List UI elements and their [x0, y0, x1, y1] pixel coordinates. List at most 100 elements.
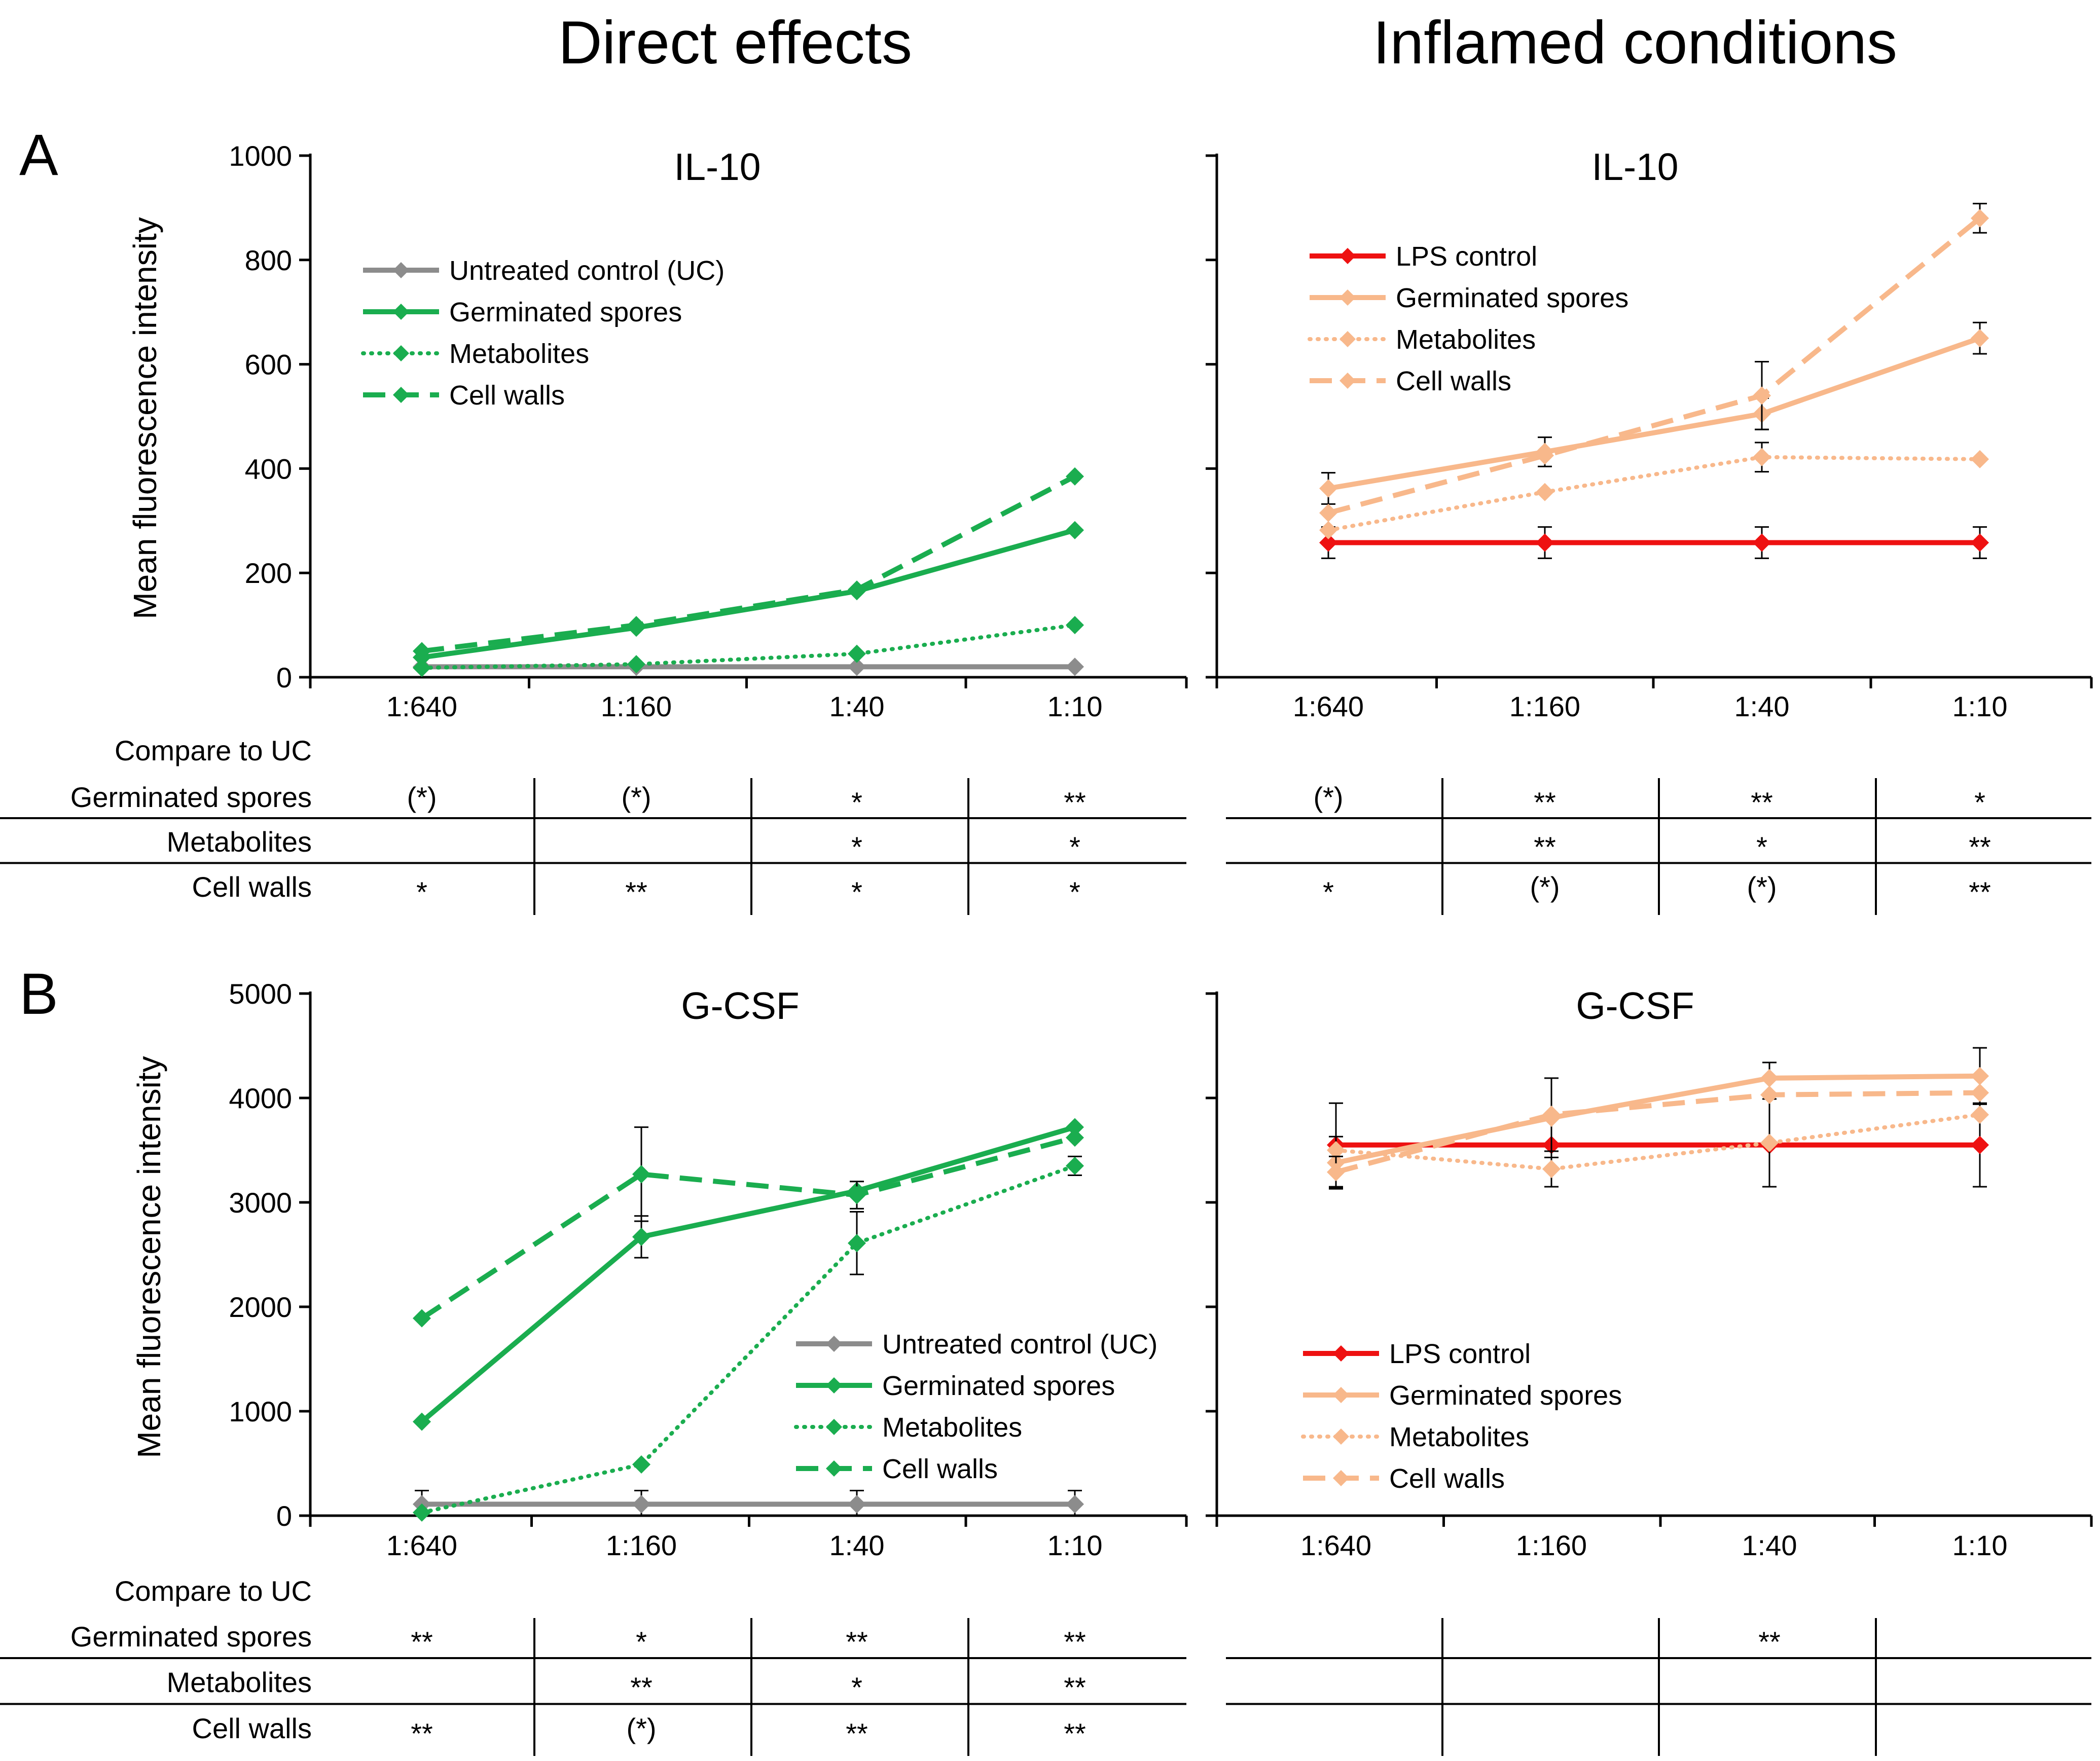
compare-to-uc-label: Compare to UC	[115, 1575, 312, 1607]
significance-mark: *	[1323, 876, 1334, 908]
legend-label-untreated-control-uc: Untreated control (UC)	[882, 1329, 1157, 1360]
series-line-cell-walls	[1335, 1090, 1980, 1175]
data-point-germinated-spores	[1066, 1118, 1084, 1136]
data-point-untreated-control-uc	[848, 657, 866, 676]
significance-mark: **	[1534, 831, 1556, 863]
data-point-metabolites	[1760, 1133, 1779, 1152]
data-point-cell-walls	[848, 1186, 866, 1204]
y-tick-label: 200	[245, 557, 292, 589]
x-tick-label: 1:160	[1509, 690, 1580, 722]
x-tick-label: 1:640	[1293, 690, 1364, 722]
data-point-cell-walls	[1319, 503, 1337, 522]
legend-marker-germinated-spores	[1333, 1387, 1349, 1403]
legend-marker-lps-control	[1333, 1345, 1349, 1362]
legend-label-cell-walls: Cell walls	[882, 1454, 998, 1484]
chart-title: G-CSF	[681, 984, 799, 1027]
data-point-cell-walls	[1536, 446, 1554, 465]
legend-label-metabolites: Metabolites	[882, 1412, 1022, 1443]
legend-marker-cell-walls	[826, 1460, 842, 1477]
data-point-lps-control	[1971, 533, 1989, 552]
chart-il10-inflamed: IL-10 1:640 1:160 1:40 1:10 LPS control Germ…	[1206, 145, 2093, 915]
legend-label-metabolites: Metabolites	[449, 339, 589, 369]
chart-gcsf-direct: B G-CSF Mean fluorescence intensity Comp…	[0, 962, 1188, 1756]
legend: Untreated control (UC) Germinated spores M…	[794, 1329, 1157, 1484]
data-point-germinated-spores	[1971, 329, 1989, 348]
y-axis-label: Mean fluorescence intensity	[127, 217, 163, 619]
legend-label-cell-walls: Cell walls	[1389, 1463, 1505, 1494]
x-tick-label: 1:160	[1516, 1529, 1587, 1561]
significance-table	[0, 1618, 1186, 1756]
series-line-germinated-spores	[420, 1124, 1076, 1424]
data-point-cell-walls	[413, 642, 431, 661]
legend-marker-germinated-spores	[393, 304, 409, 320]
significance-mark: *	[416, 876, 427, 908]
series-line-cell-walls	[420, 1135, 1076, 1320]
y-tick-label: 600	[245, 349, 292, 381]
series-line-metabolites	[420, 623, 1077, 670]
legend-label-lps-control: LPS control	[1389, 1339, 1531, 1369]
data-point-cell-walls	[1066, 1128, 1084, 1147]
significance-mark: *	[1069, 831, 1080, 863]
panel-letter: B	[19, 962, 58, 1026]
significance-table	[1226, 1618, 2091, 1756]
significance-mark: **	[630, 1671, 653, 1703]
y-tick-label: 5000	[229, 978, 292, 1010]
significance-mark: (*)	[407, 781, 437, 813]
y-tick-label: 0	[276, 662, 292, 693]
series-line-germinated-spores	[421, 528, 1076, 660]
y-axis-label: Mean fluorescence intensity	[131, 1056, 167, 1458]
legend-marker-metabolites	[826, 1419, 842, 1435]
significance-mark: (*)	[1530, 871, 1560, 903]
legend-label-metabolites: Metabolites	[1389, 1422, 1529, 1452]
chart-title: IL-10	[1592, 145, 1679, 188]
series-line-cell-walls	[421, 474, 1076, 654]
legend: LPS control Germinated spores Metabolites C…	[1301, 1339, 1622, 1494]
table-row-label-germinated-spores: Germinated spores	[70, 1621, 312, 1653]
legend-marker-metabolites	[1339, 331, 1356, 347]
significance-mark: **	[1064, 1626, 1086, 1658]
chart-il10-direct: A IL-10 Mean fluorescence intensity Comp…	[0, 123, 1188, 915]
legend-label-germinated-spores: Germinated spores	[449, 297, 682, 327]
y-tick-label: 3000	[229, 1187, 292, 1219]
legend: Untreated control (UC) Germinated spores M…	[361, 255, 725, 411]
x-tick-label: 1:640	[1300, 1529, 1371, 1561]
data-point-germinated-spores	[1760, 1069, 1779, 1087]
significance-mark: *	[851, 1671, 862, 1703]
x-tick-label: 1:40	[1742, 1529, 1797, 1561]
x-tick-label: 1:10	[1952, 690, 2008, 722]
significance-mark: *	[1069, 876, 1080, 908]
y-tick-label: 1000	[229, 1396, 292, 1427]
data-point-metabolites	[1066, 1156, 1084, 1175]
x-tick-label: 1:10	[1047, 1529, 1103, 1561]
series-line-metabolites	[420, 1163, 1077, 1515]
data-point-cell-walls	[1753, 386, 1771, 405]
data-point-cell-walls	[1760, 1085, 1779, 1104]
series-line-germinated-spores	[1335, 1073, 1980, 1165]
data-point-cell-walls	[1971, 209, 1989, 228]
data-point-untreated-control-uc	[1066, 1495, 1084, 1514]
significance-mark: (*)	[1747, 871, 1777, 903]
data-point-cell-walls	[627, 616, 645, 635]
x-tick-label: 1:40	[829, 690, 885, 722]
legend-marker-untreated-control-uc	[826, 1336, 842, 1352]
chart-gcsf-inflamed: G-CSF 1:640 1:160 1:40 1:10 LPS control Germ…	[1206, 984, 2093, 1756]
data-point-metabolites	[1971, 1105, 1989, 1124]
series-line-metabolites	[1334, 1112, 1982, 1171]
legend-marker-cell-walls	[1339, 373, 1356, 389]
data-point-cell-walls	[1327, 1163, 1345, 1182]
significance-mark: **	[1751, 786, 1773, 818]
significance-mark: *	[851, 831, 862, 863]
significance-mark: *	[636, 1626, 647, 1658]
panel-letter: A	[19, 123, 58, 188]
x-tick-label: 1:40	[1734, 690, 1790, 722]
data-point-cell-walls	[1971, 1083, 1989, 1102]
table-row-label-cell-walls: Cell walls	[192, 1712, 312, 1744]
legend-label-metabolites: Metabolites	[1396, 324, 1536, 355]
significance-mark: **	[1969, 831, 1991, 863]
table-row-label-metabolites: Metabolites	[167, 1666, 312, 1698]
x-tick-label: 1:160	[606, 1529, 677, 1561]
data-point-cell-walls	[632, 1165, 650, 1184]
legend-label-germinated-spores: Germinated spores	[882, 1371, 1115, 1401]
y-tick-label: 1000	[229, 140, 292, 172]
table-row-label-cell-walls: Cell walls	[192, 871, 312, 903]
